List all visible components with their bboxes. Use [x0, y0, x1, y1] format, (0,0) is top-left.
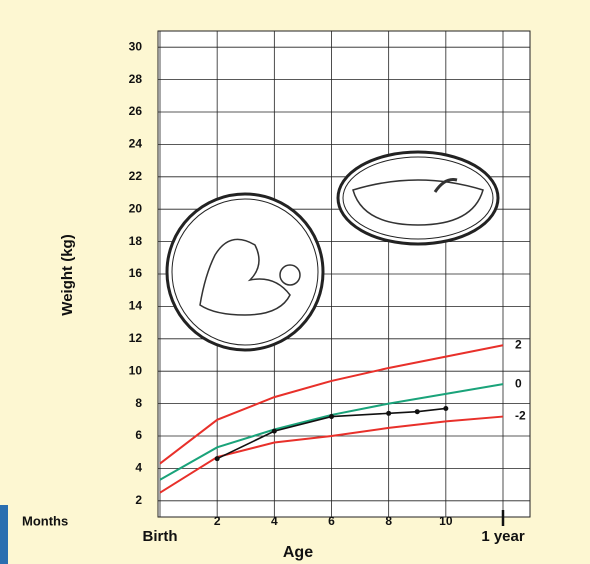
- x-tick-label: 6: [328, 514, 335, 528]
- y-tick-label: 4: [135, 461, 142, 475]
- point: [443, 406, 448, 411]
- curve-label: 2: [515, 337, 522, 351]
- y-axis-label: Weight (kg): [59, 234, 76, 315]
- y-tick-label: 10: [129, 363, 143, 377]
- bowl-illustration: [338, 152, 498, 244]
- y-tick-label: 2: [135, 493, 142, 507]
- y-tick-label: 12: [129, 331, 143, 345]
- point: [272, 429, 277, 434]
- x-axis-label: Age: [283, 544, 313, 561]
- side-stripe: [0, 505, 8, 564]
- x-tick-label: 1 year: [481, 528, 525, 545]
- y-tick-label: 30: [129, 39, 143, 53]
- x-tick-label: 8: [385, 514, 392, 528]
- x-tick-label: 4: [271, 514, 278, 528]
- y-tick-label: 6: [135, 428, 142, 442]
- point: [386, 411, 391, 416]
- curve-label: -2: [515, 409, 526, 423]
- point: [329, 414, 334, 419]
- y-tick-label: 28: [129, 72, 143, 86]
- chart: Months Age Weight (kg) 24681012141618202…: [0, 0, 590, 564]
- x-unit-label: Months: [22, 513, 68, 528]
- y-tick-label: 22: [129, 169, 143, 183]
- y-tick-label: 18: [129, 234, 143, 248]
- x-tick-label: 2: [214, 514, 221, 528]
- y-tick-label: 14: [129, 299, 143, 313]
- x-tick-label: Birth: [143, 528, 178, 545]
- y-tick-label: 16: [129, 266, 143, 280]
- x-tick-label: 10: [439, 514, 453, 528]
- point: [415, 409, 420, 414]
- point: [215, 456, 220, 461]
- y-tick-label: 26: [129, 104, 143, 118]
- y-tick-label: 8: [135, 396, 142, 410]
- y-tick-label: 20: [129, 201, 143, 215]
- y-tick-label: 24: [129, 137, 143, 151]
- mother-illustration: [167, 194, 323, 350]
- curve-label: 0: [515, 376, 522, 390]
